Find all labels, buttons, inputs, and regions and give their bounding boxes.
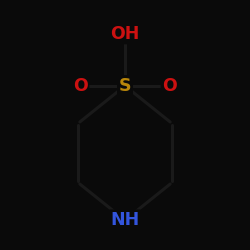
Text: S: S — [119, 77, 131, 95]
Text: O: O — [162, 77, 177, 95]
Text: OH: OH — [110, 24, 140, 42]
Text: O: O — [73, 77, 88, 95]
Text: NH: NH — [110, 211, 140, 229]
